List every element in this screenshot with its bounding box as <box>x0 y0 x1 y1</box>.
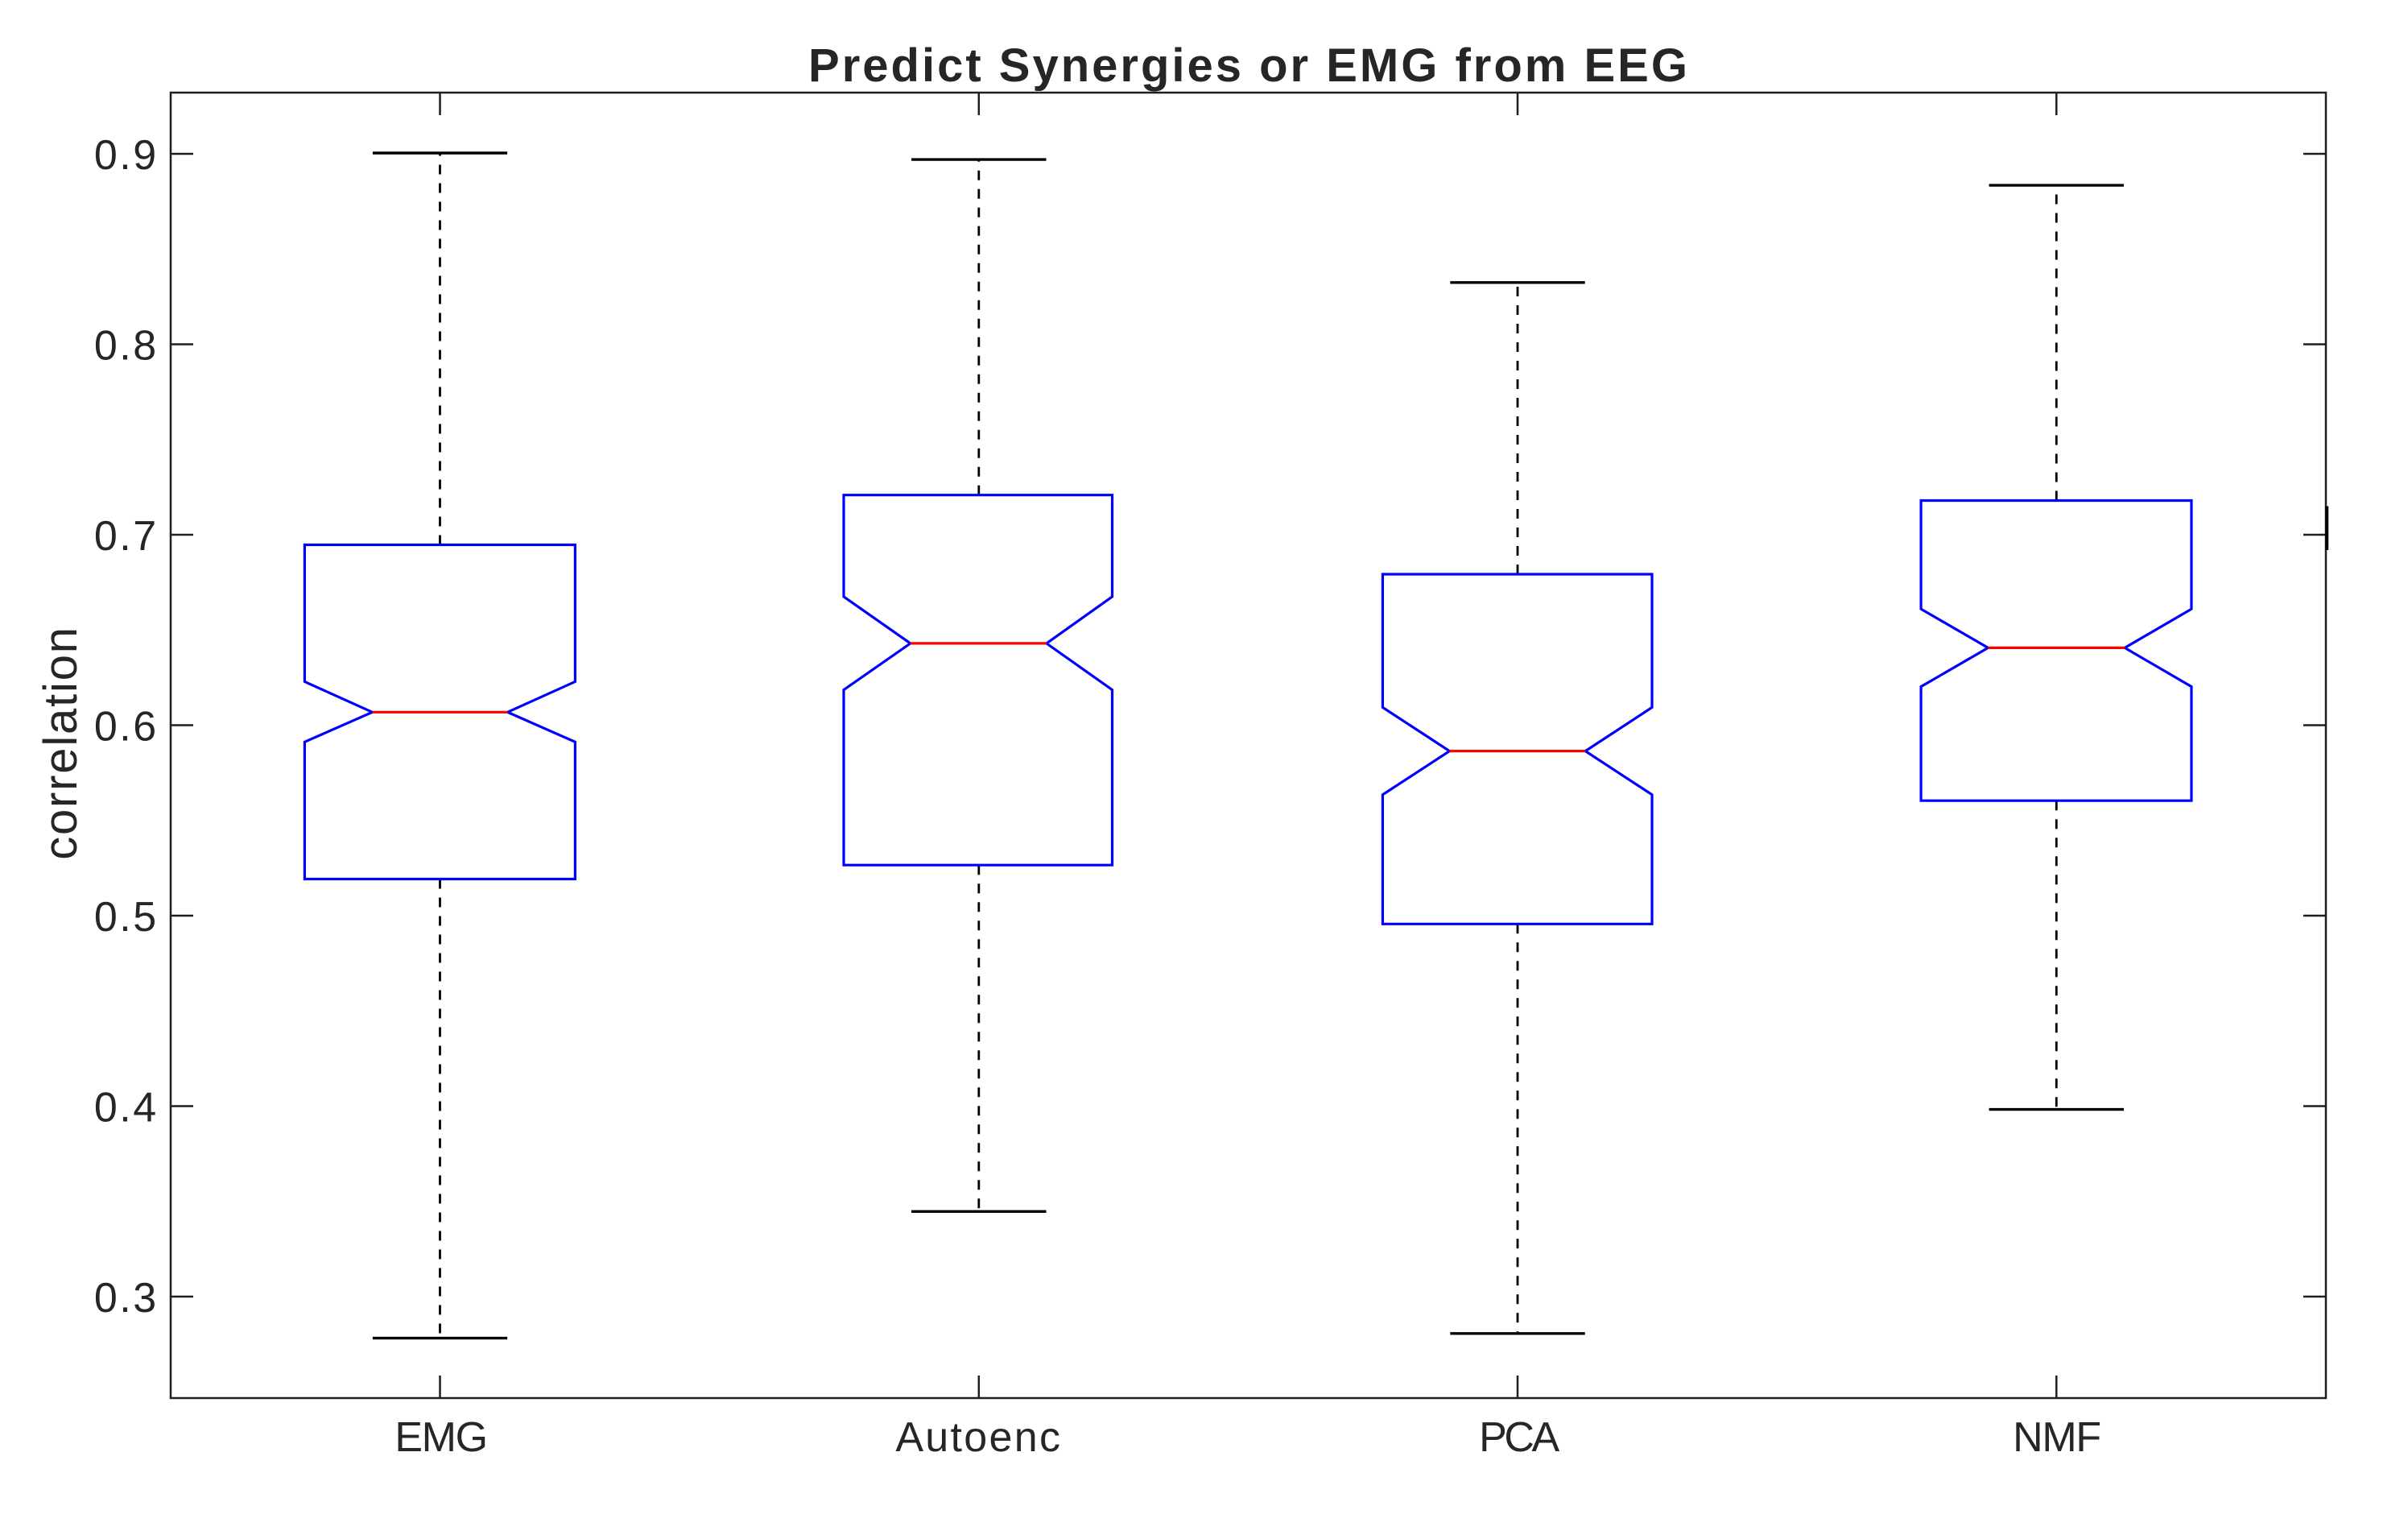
svg-text:0.7: 0.7 <box>94 513 159 560</box>
svg-text:0.6: 0.6 <box>94 704 159 751</box>
svg-text:0.5: 0.5 <box>94 894 159 941</box>
svg-text:Autoenc: Autoenc <box>895 1414 1062 1461</box>
svg-text:0.9: 0.9 <box>94 132 159 179</box>
svg-text:0.4: 0.4 <box>94 1085 159 1131</box>
svg-text:EMG: EMG <box>394 1414 486 1461</box>
svg-text:0.3: 0.3 <box>94 1275 159 1322</box>
svg-text:correlation: correlation <box>35 626 87 860</box>
svg-text:NMF: NMF <box>2013 1414 2100 1461</box>
svg-text:PCA: PCA <box>1479 1414 1559 1461</box>
svg-text:Predict Synergies or EMG from: Predict Synergies or EMG from EEG <box>808 39 1690 92</box>
svg-text:0.8: 0.8 <box>94 323 159 370</box>
